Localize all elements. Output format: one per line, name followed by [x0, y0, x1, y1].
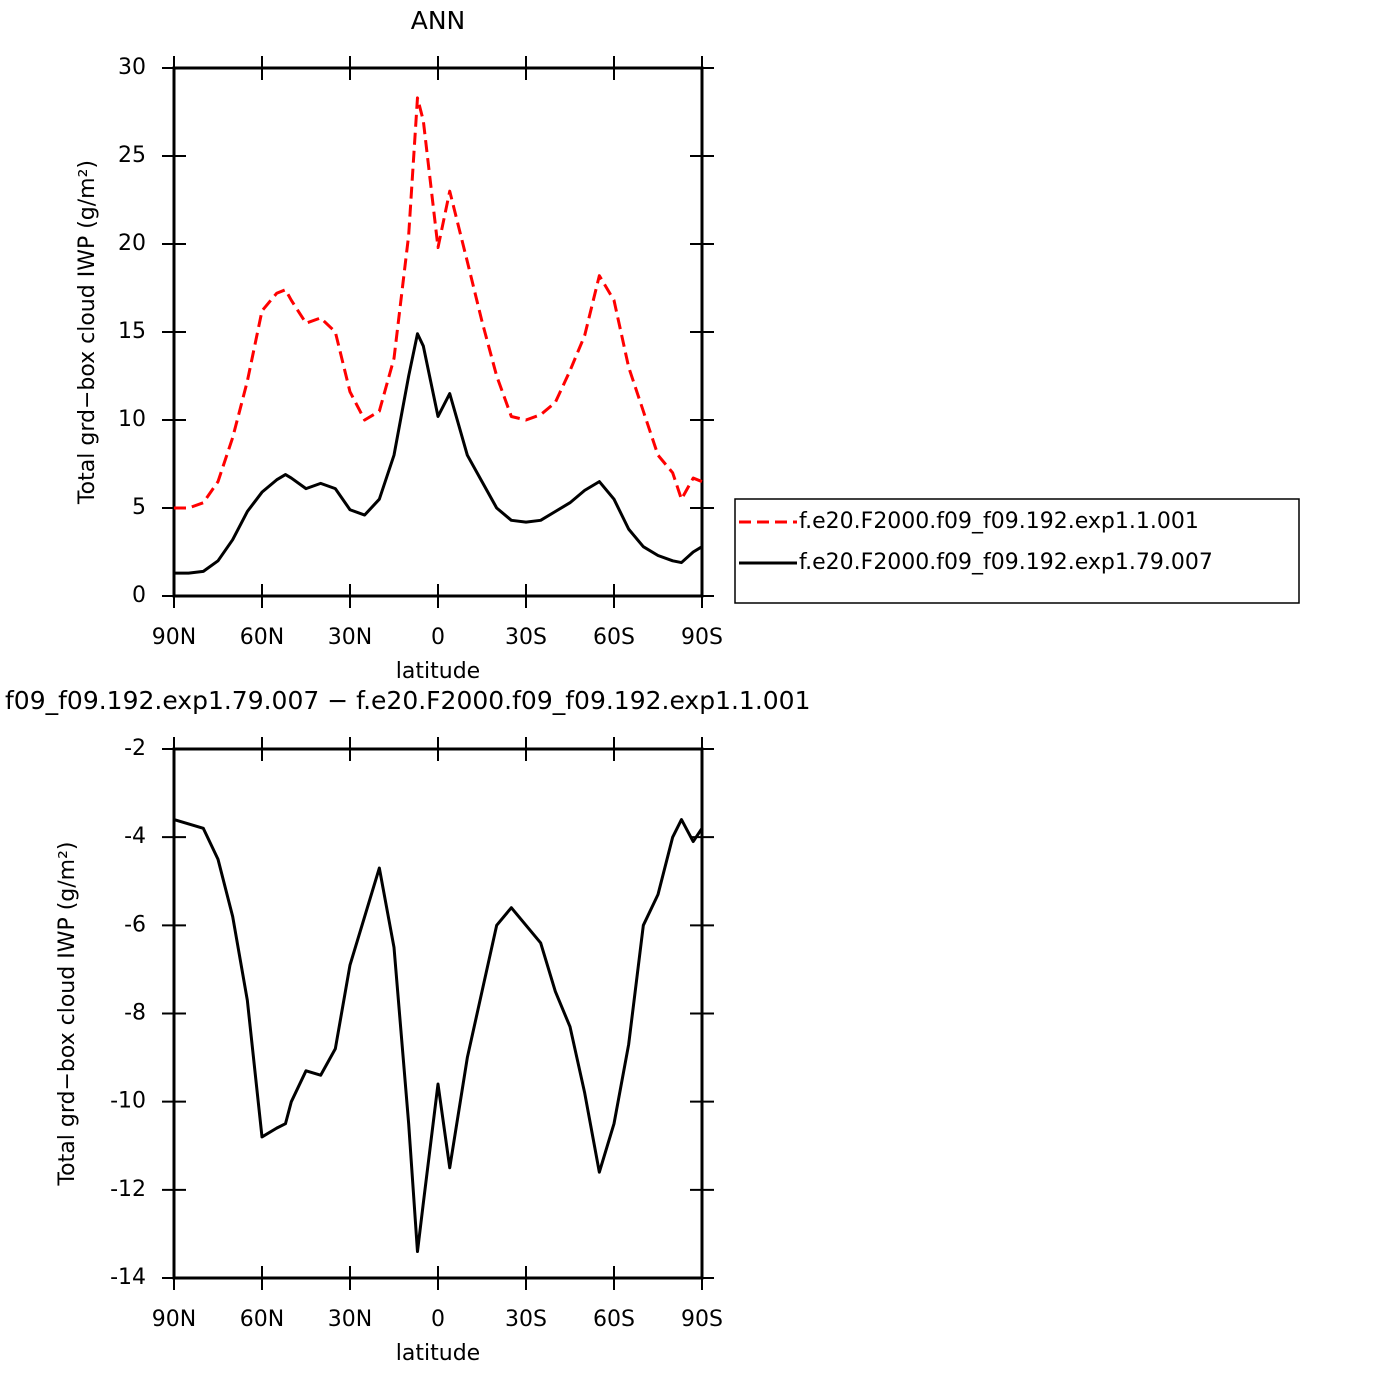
x-axis-label: latitude [396, 1341, 480, 1366]
y-tick-label: -4 [124, 824, 146, 849]
y-tick-label: 0 [132, 583, 146, 608]
x-tick-label: 30N [328, 1307, 372, 1332]
x-tick-label: 90N [152, 625, 196, 650]
x-tick-label: 60N [240, 1307, 284, 1332]
x-tick-label: 90S [681, 1307, 723, 1332]
x-tick-label: 0 [431, 1307, 445, 1332]
x-tick-label: 60S [593, 625, 635, 650]
y-tick-label: -14 [110, 1265, 146, 1290]
data-line [174, 332, 703, 575]
legend-label: f.e20.F2000.f09_f09.192.exp1.79.007 [799, 550, 1213, 575]
x-tick-label: 60N [240, 625, 284, 650]
y-tick-label: -6 [124, 912, 146, 937]
y-axis-label: Total grd−box cloud IWP (g/m²) [55, 841, 80, 1186]
data-line [173, 818, 704, 1254]
y-tick-label: 15 [118, 319, 146, 344]
chart-title: ANN [411, 6, 466, 35]
x-tick-label: 90N [152, 1307, 196, 1332]
y-tick-label: 25 [118, 143, 146, 168]
legend-label: f.e20.F2000.f09_f09.192.exp1.1.001 [799, 509, 1199, 534]
x-tick-label: 30S [505, 625, 547, 650]
y-tick-label: -8 [124, 1001, 146, 1026]
y-tick-label: 10 [118, 407, 146, 432]
x-tick-label: 30N [328, 625, 372, 650]
x-tick-label: 60S [593, 1307, 635, 1332]
x-tick-label: 0 [431, 625, 445, 650]
x-tick-label: 30S [505, 1307, 547, 1332]
y-tick-label: -12 [110, 1177, 146, 1202]
y-axis-label: Total grd−box cloud IWP (g/m²) [75, 160, 100, 505]
plot-frame [172, 747, 704, 1280]
y-tick-label: 5 [132, 495, 146, 520]
y-tick-label: 20 [118, 231, 146, 256]
x-axis-label: latitude [396, 659, 480, 684]
legend-box [734, 498, 1300, 604]
chart-title: f09_f09.192.exp1.79.007 − f.e20.F2000.f0… [5, 686, 811, 715]
y-tick-label: -2 [124, 736, 146, 761]
y-tick-label: 30 [118, 55, 146, 80]
data-line [174, 96, 703, 510]
y-tick-label: -10 [110, 1089, 146, 1114]
x-tick-label: 90S [681, 625, 723, 650]
